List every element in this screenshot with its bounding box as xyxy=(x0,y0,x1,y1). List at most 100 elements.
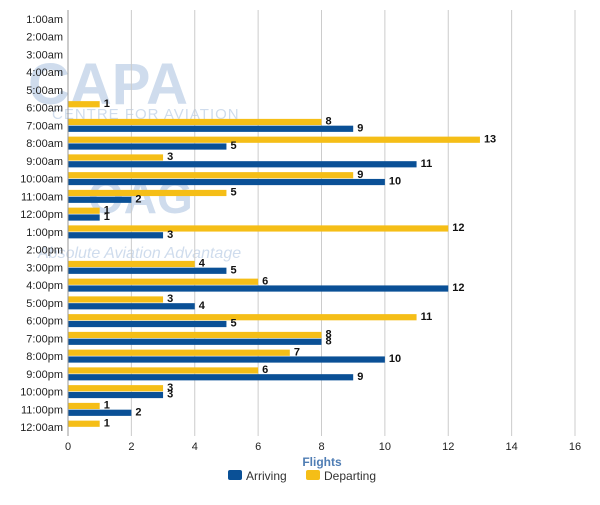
legend-swatch-arriving[interactable] xyxy=(228,470,242,480)
departing-value-label: 5 xyxy=(230,187,236,199)
arriving-bar xyxy=(68,356,385,363)
arriving-bar xyxy=(68,232,164,239)
departing-value-label: 1 xyxy=(104,417,110,429)
arriving-value-label: 4 xyxy=(199,300,206,312)
departing-bar xyxy=(68,314,417,321)
arriving-value-label: 1 xyxy=(104,211,110,223)
departing-bar xyxy=(68,296,164,303)
arriving-bar xyxy=(68,267,227,274)
legend-label-departing[interactable]: Departing xyxy=(324,469,376,483)
y-category-label: 10:00pm xyxy=(20,387,63,399)
labels-layer: 1891353119105211123456123411588710693312… xyxy=(104,98,497,430)
legend-swatch-departing[interactable] xyxy=(306,470,320,480)
departing-value-label: 3 xyxy=(167,151,173,163)
departing-value-label: 6 xyxy=(262,275,268,287)
departing-bar xyxy=(68,154,164,161)
arriving-value-label: 3 xyxy=(167,389,173,401)
arriving-value-label: 3 xyxy=(167,229,173,241)
x-axis-title: Flights xyxy=(302,455,342,469)
arriving-value-label: 10 xyxy=(389,353,401,365)
departing-bar xyxy=(68,172,354,179)
y-category-label: 9:00am xyxy=(26,156,63,168)
departing-value-label: 8 xyxy=(326,116,332,128)
arriving-value-label: 2 xyxy=(135,193,141,205)
y-category-label: 8:00am xyxy=(26,138,63,150)
departing-value-label: 6 xyxy=(262,364,268,376)
departing-bar xyxy=(68,331,322,339)
arriving-bar xyxy=(68,125,354,132)
arriving-bar xyxy=(68,214,100,221)
arriving-value-label: 10 xyxy=(389,176,401,188)
departing-value-label: 1 xyxy=(104,204,110,216)
arriving-bar xyxy=(68,338,322,345)
departing-bar xyxy=(68,101,100,108)
bars-layer xyxy=(68,101,480,427)
departing-value-label: 8 xyxy=(326,329,332,341)
departing-value-label: 4 xyxy=(199,258,206,270)
arriving-bar xyxy=(68,196,132,203)
departing-bar xyxy=(68,260,195,268)
x-tick-label: 16 xyxy=(569,441,581,453)
y-category-label: 8:00pm xyxy=(26,351,63,363)
departing-value-label: 3 xyxy=(167,382,173,394)
departing-value-label: 1 xyxy=(104,400,110,412)
arriving-bar xyxy=(68,303,195,310)
departing-bar xyxy=(68,207,100,214)
y-category-label: 2:00am xyxy=(26,32,63,44)
y-category-label: 3:00am xyxy=(26,49,63,61)
y-category-label: 12:00am xyxy=(20,422,63,434)
y-category-label: 7:00am xyxy=(26,120,63,132)
arriving-value-label: 12 xyxy=(452,282,464,294)
x-tick-label: 6 xyxy=(255,441,261,453)
x-tick-label: 12 xyxy=(442,441,454,453)
y-category-label: 1:00pm xyxy=(26,227,63,239)
y-category-label: 6:00pm xyxy=(26,316,63,328)
arriving-bar xyxy=(68,374,354,381)
y-category-label: 4:00am xyxy=(26,67,63,79)
departing-value-label: 1 xyxy=(104,98,110,110)
arriving-bar xyxy=(68,143,227,150)
departing-bar xyxy=(68,367,259,374)
departing-bar xyxy=(68,278,259,285)
x-tick-label: 4 xyxy=(192,441,198,453)
x-tick-label: 0 xyxy=(65,441,71,453)
y-category-label: 5:00pm xyxy=(26,298,63,310)
y-category-label: 3:00pm xyxy=(26,262,63,274)
oag-tagline-watermark: Absolute Aviation Advantage xyxy=(37,245,241,262)
departing-value-label: 7 xyxy=(294,346,300,358)
departing-value-label: 13 xyxy=(484,133,496,145)
y-category-label: 11:00am xyxy=(21,191,63,203)
axis-layer: Flights 0 2 4 6 8 10 12 14 161:00am2:00am3:00am4… xyxy=(20,10,581,469)
x-tick-label: 8 xyxy=(318,441,324,453)
arriving-value-label: 8 xyxy=(326,335,332,347)
departing-bar xyxy=(68,420,100,427)
capa-logo-watermark: CAPA xyxy=(28,52,188,117)
arriving-value-label: 9 xyxy=(357,122,363,134)
arriving-value-label: 9 xyxy=(357,371,363,383)
y-category-label: 12:00pm xyxy=(20,209,63,221)
departing-value-label: 11 xyxy=(421,311,433,323)
arriving-value-label: 5 xyxy=(230,264,236,276)
y-category-label: 4:00pm xyxy=(26,280,63,292)
arriving-value-label: 5 xyxy=(230,140,236,152)
departing-bar xyxy=(68,402,100,410)
capa-tagline-watermark: CENTRE FOR AVIATION xyxy=(52,106,240,123)
arriving-bar xyxy=(68,285,449,292)
arriving-bar xyxy=(68,409,132,416)
y-category-label: 5:00am xyxy=(26,85,63,97)
legend[interactable]: Arriving Departing xyxy=(228,469,376,483)
x-tick-label: 2 xyxy=(128,441,134,453)
y-category-label: 9:00pm xyxy=(26,369,63,381)
legend-label-arriving[interactable]: Arriving xyxy=(246,469,287,483)
y-category-label: 6:00am xyxy=(26,103,63,115)
y-category-label: 2:00pm xyxy=(26,245,63,257)
departing-value-label: 3 xyxy=(167,293,173,305)
y-category-label: 7:00pm xyxy=(26,333,63,345)
arriving-value-label: 5 xyxy=(230,318,236,330)
departing-bar xyxy=(68,225,449,232)
arriving-bar xyxy=(68,320,227,328)
departing-bar xyxy=(68,136,480,143)
arriving-bar xyxy=(68,391,164,399)
y-category-label: 1:00am xyxy=(26,14,63,26)
departing-value-label: 9 xyxy=(357,169,363,181)
